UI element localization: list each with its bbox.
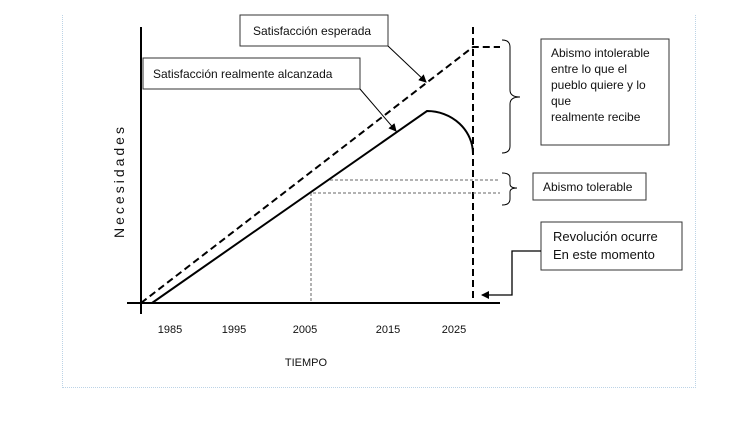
diagram-frame xyxy=(62,15,696,388)
intolerable-gap-brace xyxy=(501,39,521,154)
tolerable-gap-brace xyxy=(501,172,518,206)
y-axis-label: Necesidades xyxy=(111,124,127,238)
intolerable-gap-line-2: entre lo que el xyxy=(551,62,627,76)
expected-pointer-arrow xyxy=(387,45,427,83)
actual-label-box xyxy=(142,57,361,90)
intolerable-gap-line-5: realmente recibe xyxy=(551,110,641,124)
tolerable-gap-box xyxy=(532,172,647,201)
actual-label: Satisfacción realmente alcanzada xyxy=(153,67,333,81)
revolution-line-2: En este momento xyxy=(553,247,655,262)
revolution-box xyxy=(540,221,683,271)
expected-label: Satisfacción esperada xyxy=(253,24,371,38)
intolerable-gap-line-4: que xyxy=(551,94,571,108)
intolerable-gap-box xyxy=(540,38,670,146)
revolution-line-1: Revolución ocurre xyxy=(553,229,658,244)
expected-label-box xyxy=(239,14,389,47)
x-tick-label: 2025 xyxy=(442,324,466,336)
x-tick-label: 2015 xyxy=(376,324,400,336)
tolerable-gap-label: Abismo tolerable xyxy=(543,180,633,194)
x-tick-label: 1985 xyxy=(158,324,182,336)
actual-pointer-arrow xyxy=(359,88,397,132)
revolution-pointer-arrow xyxy=(481,250,541,299)
intolerable-gap-line-1: Abismo intolerable xyxy=(551,46,650,60)
x-tick-label: 1995 xyxy=(222,324,246,336)
x-axis-label: TIEMPO xyxy=(285,357,328,369)
actual-satisfaction-line xyxy=(151,109,474,304)
expected-satisfaction-line xyxy=(140,46,500,304)
intolerable-gap-line-3: pueblo quiere y lo xyxy=(551,78,646,92)
x-tick-label: 2005 xyxy=(293,324,317,336)
